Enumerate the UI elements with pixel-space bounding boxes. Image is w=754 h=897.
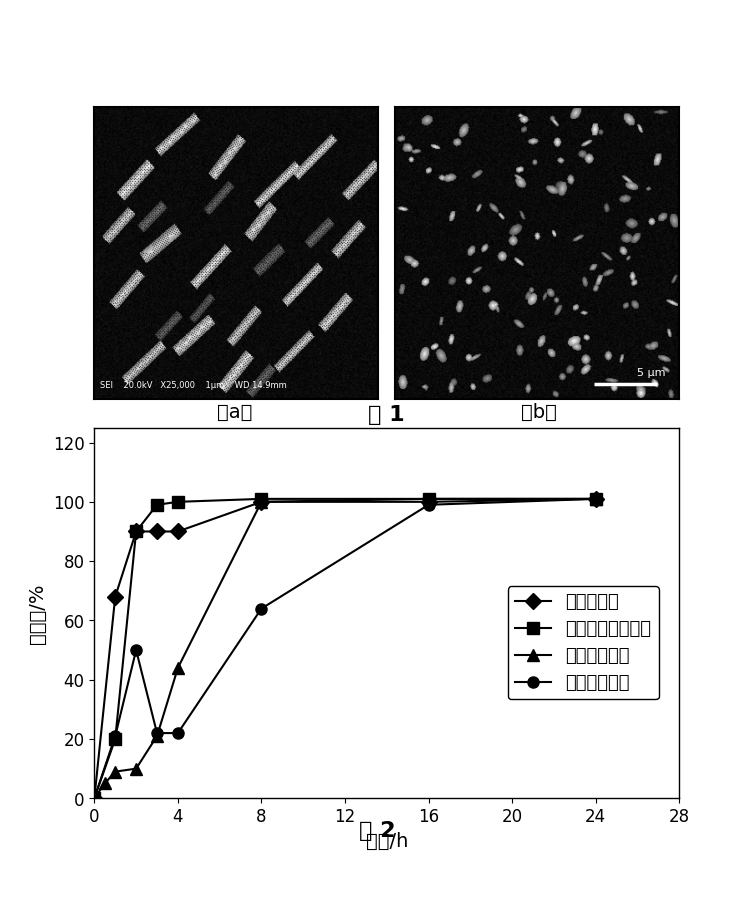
Text: （a）: （a）: [217, 403, 252, 422]
Legend: ：大肠杆菌, ：金黄色葡萄球菌, ：鼠伤寒杆菌, ：白色念株菌: ：大肠杆菌, ：金黄色葡萄球菌, ：鼠伤寒杆菌, ：白色念株菌: [507, 586, 658, 700]
Text: SEI    20.0kV   X25,000    1μm    WD 14.9mm: SEI 20.0kV X25,000 1μm WD 14.9mm: [100, 381, 287, 390]
Text: （b）: （b）: [520, 403, 556, 422]
Text: 5 μm: 5 μm: [636, 369, 664, 379]
Text: 图 2: 图 2: [359, 821, 395, 840]
X-axis label: 时间/h: 时间/h: [365, 832, 408, 850]
Text: 图 1: 图 1: [368, 405, 405, 425]
Y-axis label: 杀菌率/%: 杀菌率/%: [29, 583, 48, 643]
